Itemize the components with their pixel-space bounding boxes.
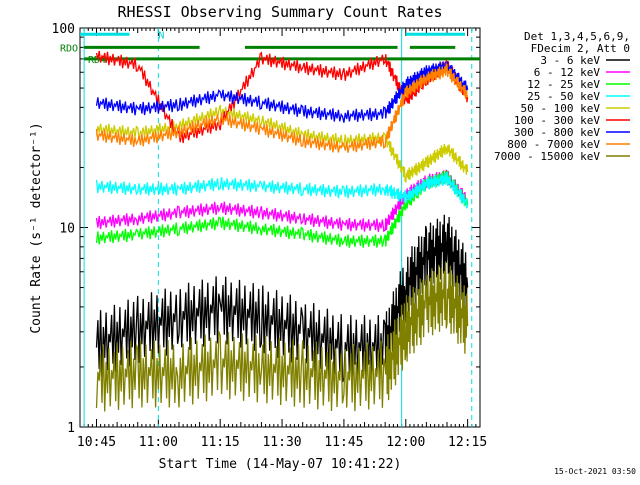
legend-entry-label: 7000 - 15000 keV xyxy=(494,150,600,163)
legend-entry-label: 300 - 800 keV xyxy=(514,126,600,139)
x-tick-label: 11:30 xyxy=(262,435,301,450)
series-line-4 xyxy=(95,171,469,209)
x-tick-label: 11:45 xyxy=(324,435,363,450)
rdo-label: RDO xyxy=(60,43,78,54)
x-tick-label: 12:15 xyxy=(448,435,487,450)
legend-entry-label: 3 - 6 keV xyxy=(540,54,600,67)
legend: Det 1,3,4,5,6,9,FDecim 2, Att 03 - 6 keV… xyxy=(494,30,630,163)
y-tick-label: 100 xyxy=(52,22,75,37)
legend-entry-label: 12 - 25 keV xyxy=(527,78,600,91)
y-axis-label: Count Rate (s⁻¹ detector⁻¹) xyxy=(29,122,44,333)
series-line-3 xyxy=(95,170,469,248)
series-line-9 xyxy=(95,261,469,412)
x-tick-label: 12:00 xyxy=(386,435,425,450)
y-tick-label: 10 xyxy=(59,222,75,237)
x-tick-label: 10:45 xyxy=(77,435,116,450)
night-label: N xyxy=(158,30,164,41)
y-tick-label: 1 xyxy=(67,421,75,436)
x-tick-label: 11:15 xyxy=(201,435,240,450)
legend-entry-label: 50 - 100 keV xyxy=(521,102,601,115)
legend-header-line: Det 1,3,4,5,6,9, xyxy=(524,30,630,43)
plot-area: 1 10 100 10:45 11:00 11:15 11:30 11:45 12:00 12:1… xyxy=(52,22,488,450)
rd4-label: RD4 xyxy=(88,55,106,66)
legend-entry-label: 800 - 7000 keV xyxy=(507,138,600,151)
legend-header-line: FDecim 2, Att 0 xyxy=(531,42,630,55)
series-line-8 xyxy=(95,62,469,153)
legend-entry-label: 6 - 12 keV xyxy=(534,66,601,79)
chart-title: RHESSI Observing Summary Count Rates xyxy=(117,3,442,21)
series-line-2 xyxy=(95,169,469,233)
x-tick-label: 11:00 xyxy=(139,435,178,450)
series-line-5 xyxy=(95,104,469,183)
x-axis-label: Start Time (14-May-07 10:41:22) xyxy=(159,457,402,472)
legend-entry-label: 25 - 50 keV xyxy=(527,90,600,103)
legend-entry-label: 100 - 300 keV xyxy=(514,114,600,127)
footer-date: 15-Oct-2021 03:50 xyxy=(554,467,636,476)
